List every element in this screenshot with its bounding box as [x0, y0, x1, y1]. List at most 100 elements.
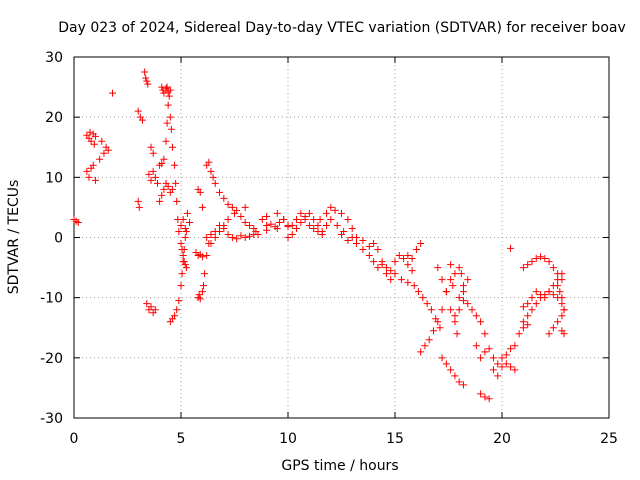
data-point-marker [485, 345, 493, 353]
data-point-marker [352, 240, 360, 248]
data-point-marker [231, 209, 238, 217]
data-point-marker [198, 288, 206, 296]
data-point-marker [545, 288, 553, 296]
data-point-marker [434, 264, 442, 272]
data-point-marker [138, 116, 146, 124]
data-point-marker [348, 224, 356, 232]
data-point-marker [91, 132, 99, 140]
data-point-marker [404, 279, 412, 287]
data-point-marker [209, 173, 217, 181]
data-point-marker [404, 261, 412, 269]
x-axis-label: GPS time / hours [281, 458, 398, 474]
data-point-marker [145, 170, 153, 178]
data-point-marker [370, 258, 378, 266]
data-point-marker [211, 234, 219, 241]
data-point-marker [494, 372, 502, 380]
data-point-marker [198, 203, 206, 211]
data-point-marker [549, 291, 557, 299]
data-point-marker [464, 300, 472, 308]
data-point-marker [511, 342, 519, 350]
data-point-marker [425, 336, 433, 344]
data-point-marker [273, 209, 281, 217]
data-point-marker [199, 282, 207, 290]
data-point-marker [203, 252, 211, 260]
data-point-marker [211, 179, 219, 187]
data-points [70, 68, 568, 403]
data-point-marker [149, 167, 157, 175]
data-point-marker [181, 234, 189, 241]
data-point-marker [451, 318, 459, 326]
data-point-marker [177, 221, 185, 229]
data-point-marker [498, 354, 506, 362]
data-point-marker [134, 197, 142, 205]
data-point-marker [143, 300, 151, 308]
data-point-marker [511, 366, 519, 374]
data-point-marker [519, 324, 527, 332]
y-axis-label: SDTVAR / TECUs [6, 180, 22, 295]
data-point-marker [524, 321, 532, 329]
data-point-marker [549, 264, 557, 272]
data-point-marker [365, 252, 373, 260]
data-point-marker [344, 237, 352, 245]
data-point-marker [408, 267, 416, 275]
data-point-marker [464, 276, 472, 284]
data-point-marker [387, 276, 395, 284]
data-point-marker [171, 312, 179, 320]
data-point-marker [143, 77, 151, 85]
data-point-marker [477, 390, 485, 398]
data-point-marker [163, 119, 171, 127]
data-point-marker [344, 215, 352, 223]
data-point-marker [175, 297, 183, 305]
x-tick-label: 5 [177, 431, 186, 447]
data-point-marker [162, 137, 170, 145]
data-point-marker [305, 209, 313, 217]
data-point-marker [327, 215, 335, 223]
data-point-marker [196, 295, 204, 303]
data-point-marker [404, 252, 412, 260]
data-point-marker [524, 261, 532, 269]
data-point-marker [160, 185, 168, 193]
data-point-marker [245, 232, 253, 240]
data-point-marker [417, 240, 425, 248]
data-point-marker [455, 378, 463, 386]
data-point-marker [532, 255, 540, 263]
data-point-marker [481, 348, 489, 356]
data-point-marker [438, 354, 446, 362]
data-point-marker [220, 221, 228, 229]
data-point-marker [327, 203, 335, 211]
data-point-marker [104, 146, 112, 154]
data-point-marker [245, 221, 253, 229]
data-point-marker [447, 306, 455, 314]
data-point-marker [472, 312, 480, 320]
data-point-marker [524, 300, 532, 308]
data-point-marker [455, 294, 463, 302]
data-point-marker [391, 258, 399, 266]
data-point-marker [87, 137, 95, 145]
data-point-marker [421, 342, 429, 350]
data-point-marker [408, 255, 416, 263]
data-point-marker [179, 258, 187, 266]
data-point-marker [166, 86, 174, 94]
data-point-marker [560, 306, 568, 314]
data-point-marker [301, 212, 309, 220]
data-point-marker [395, 252, 403, 260]
data-point-marker [415, 288, 423, 296]
data-point-marker [365, 243, 373, 251]
data-point-marker [558, 294, 566, 302]
data-point-marker [241, 218, 249, 226]
data-point-marker [382, 270, 390, 278]
data-point-marker [519, 318, 527, 326]
data-point-marker [180, 246, 188, 254]
data-point-marker [86, 128, 94, 136]
data-point-marker [297, 209, 305, 217]
data-point-marker [459, 282, 467, 290]
data-point-marker [558, 270, 566, 278]
data-point-marker [554, 318, 562, 326]
data-point-marker [224, 215, 232, 223]
y-tick-label: -20 [40, 351, 63, 367]
data-point-marker [135, 203, 143, 211]
data-point-marker [233, 235, 241, 243]
data-point-marker [241, 203, 249, 211]
data-point-marker [271, 223, 279, 231]
data-point-marker [91, 176, 99, 184]
